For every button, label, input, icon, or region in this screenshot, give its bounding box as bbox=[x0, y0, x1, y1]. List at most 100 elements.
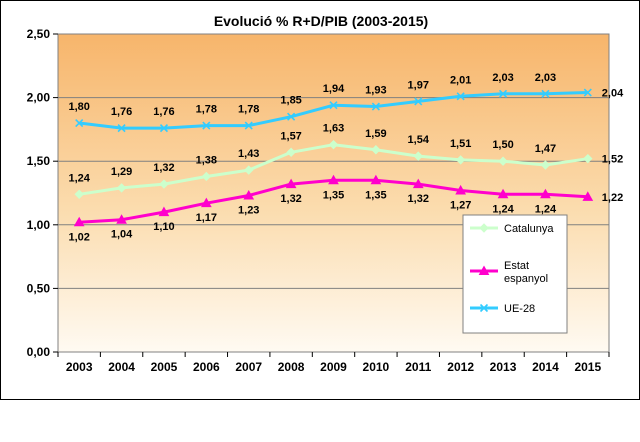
data-label: 1,23 bbox=[238, 205, 259, 217]
data-point bbox=[455, 155, 466, 165]
data-label: 1,02 bbox=[68, 231, 89, 243]
data-label: 1,24 bbox=[68, 172, 90, 184]
data-point bbox=[116, 183, 127, 193]
data-label: 1,59 bbox=[365, 128, 386, 140]
data-label: 1,85 bbox=[280, 95, 301, 107]
series-markers bbox=[73, 88, 594, 227]
data-point bbox=[328, 139, 339, 150]
data-point bbox=[478, 265, 490, 275]
x-tick-label: 2006 bbox=[193, 360, 220, 374]
x-tick-label: 2003 bbox=[66, 360, 93, 374]
chart-frame: Evolució % R+D/PIB (2003-2015) 2003 2004 2… bbox=[0, 0, 640, 400]
data-point bbox=[73, 216, 85, 227]
data-label: 1,24 bbox=[535, 203, 557, 215]
data-point bbox=[479, 303, 489, 313]
y-tick-label: 0,00 bbox=[27, 345, 51, 359]
x-tick-label: 2011 bbox=[405, 360, 431, 374]
data-label: 1,22 bbox=[602, 192, 623, 204]
legend-label: UE-28 bbox=[504, 303, 535, 315]
data-point bbox=[328, 174, 339, 185]
data-point bbox=[497, 188, 509, 199]
y-axis-ticks: 0,00 0,50 1,00 1,50 2,00 2,50 bbox=[27, 27, 51, 359]
data-point bbox=[286, 147, 296, 158]
y-tick-label: 2,00 bbox=[27, 91, 51, 105]
data-point bbox=[159, 179, 169, 189]
data-label: 1,54 bbox=[408, 134, 430, 146]
data-point bbox=[583, 88, 592, 97]
data-point bbox=[371, 102, 380, 111]
x-tick-label: 2009 bbox=[320, 360, 347, 374]
data-label: 2,03 bbox=[535, 72, 556, 84]
data-point bbox=[479, 223, 489, 233]
data-label: 1,43 bbox=[238, 148, 259, 160]
x-tick-label: 2007 bbox=[235, 360, 262, 374]
y-tick-label: 1,00 bbox=[27, 218, 51, 232]
data-label: 1,76 bbox=[111, 106, 132, 118]
data-point bbox=[412, 178, 424, 189]
data-label: 1,32 bbox=[153, 162, 174, 174]
line-chart: Evolució % R+D/PIB (2003-2015) 2003 2004 2… bbox=[27, 13, 624, 374]
data-point bbox=[583, 153, 593, 164]
data-point bbox=[75, 118, 84, 128]
data-point bbox=[200, 197, 212, 208]
data-point bbox=[116, 214, 127, 224]
data-label: 1,35 bbox=[323, 189, 344, 201]
data-label: 1,50 bbox=[492, 139, 513, 151]
data-point bbox=[244, 165, 254, 175]
data-label: 1,63 bbox=[323, 123, 344, 135]
data-point bbox=[117, 124, 126, 133]
data-point bbox=[201, 171, 212, 182]
data-label: 1,27 bbox=[450, 199, 471, 211]
data-point bbox=[582, 191, 594, 201]
data-label: 1,32 bbox=[408, 193, 429, 205]
chart-title: Evolució % R+D/PIB (2003-2015) bbox=[214, 13, 428, 29]
y-tick-label: 0,50 bbox=[27, 281, 51, 295]
data-label: 1,78 bbox=[196, 104, 217, 116]
data-label: 1,10 bbox=[153, 221, 174, 233]
data-label: 1,52 bbox=[602, 154, 623, 166]
data-labels: 1,24 1,29 1,32 1,38 1,43 1,57 1,63 1,59 1,54 1,51… bbox=[68, 72, 624, 243]
data-point bbox=[285, 178, 297, 189]
data-label: 1,04 bbox=[111, 229, 133, 241]
data-label: 1,47 bbox=[535, 143, 556, 155]
legend-label: Estat bbox=[504, 260, 529, 272]
data-label: 1,93 bbox=[365, 85, 386, 97]
data-label: 1,57 bbox=[280, 130, 301, 142]
data-point bbox=[244, 121, 253, 130]
y-tick-label: 1,50 bbox=[27, 154, 51, 168]
data-point bbox=[371, 145, 381, 155]
x-tick-label: 2014 bbox=[532, 360, 559, 374]
x-tick-label: 2008 bbox=[278, 360, 305, 374]
data-label: 1,35 bbox=[365, 189, 386, 201]
data-point bbox=[287, 112, 296, 121]
data-point bbox=[413, 151, 423, 161]
y-tick-label: 2,50 bbox=[27, 27, 51, 41]
data-label: 1,78 bbox=[238, 104, 259, 116]
data-label: 1,32 bbox=[280, 193, 301, 205]
x-axis-ticks: 2003 2004 2005 2006 2007 2008 2009 2010 2011 2012… bbox=[57, 352, 610, 374]
data-point bbox=[498, 156, 508, 166]
data-point bbox=[243, 190, 255, 200]
data-point bbox=[498, 89, 508, 98]
data-label: 2,03 bbox=[492, 72, 513, 84]
x-tick-label: 2012 bbox=[447, 360, 474, 374]
data-point bbox=[202, 121, 211, 130]
data-point bbox=[455, 184, 467, 195]
data-point bbox=[456, 92, 465, 101]
data-point bbox=[540, 188, 551, 199]
legend-label: espanyol bbox=[504, 273, 548, 285]
x-tick-label: 2010 bbox=[363, 360, 390, 374]
data-label: 1,97 bbox=[408, 79, 429, 91]
x-tick-label: 2013 bbox=[490, 360, 517, 374]
data-label: 1,94 bbox=[323, 83, 345, 95]
data-label: 1,38 bbox=[196, 154, 217, 166]
data-point bbox=[414, 97, 423, 106]
legend-label: Catalunya bbox=[504, 223, 554, 235]
data-label: 1,51 bbox=[450, 138, 471, 150]
data-label: 1,29 bbox=[111, 166, 132, 178]
x-tick-label: 2015 bbox=[574, 360, 601, 374]
data-point bbox=[541, 89, 550, 98]
data-point bbox=[329, 101, 338, 110]
data-point bbox=[540, 160, 551, 170]
